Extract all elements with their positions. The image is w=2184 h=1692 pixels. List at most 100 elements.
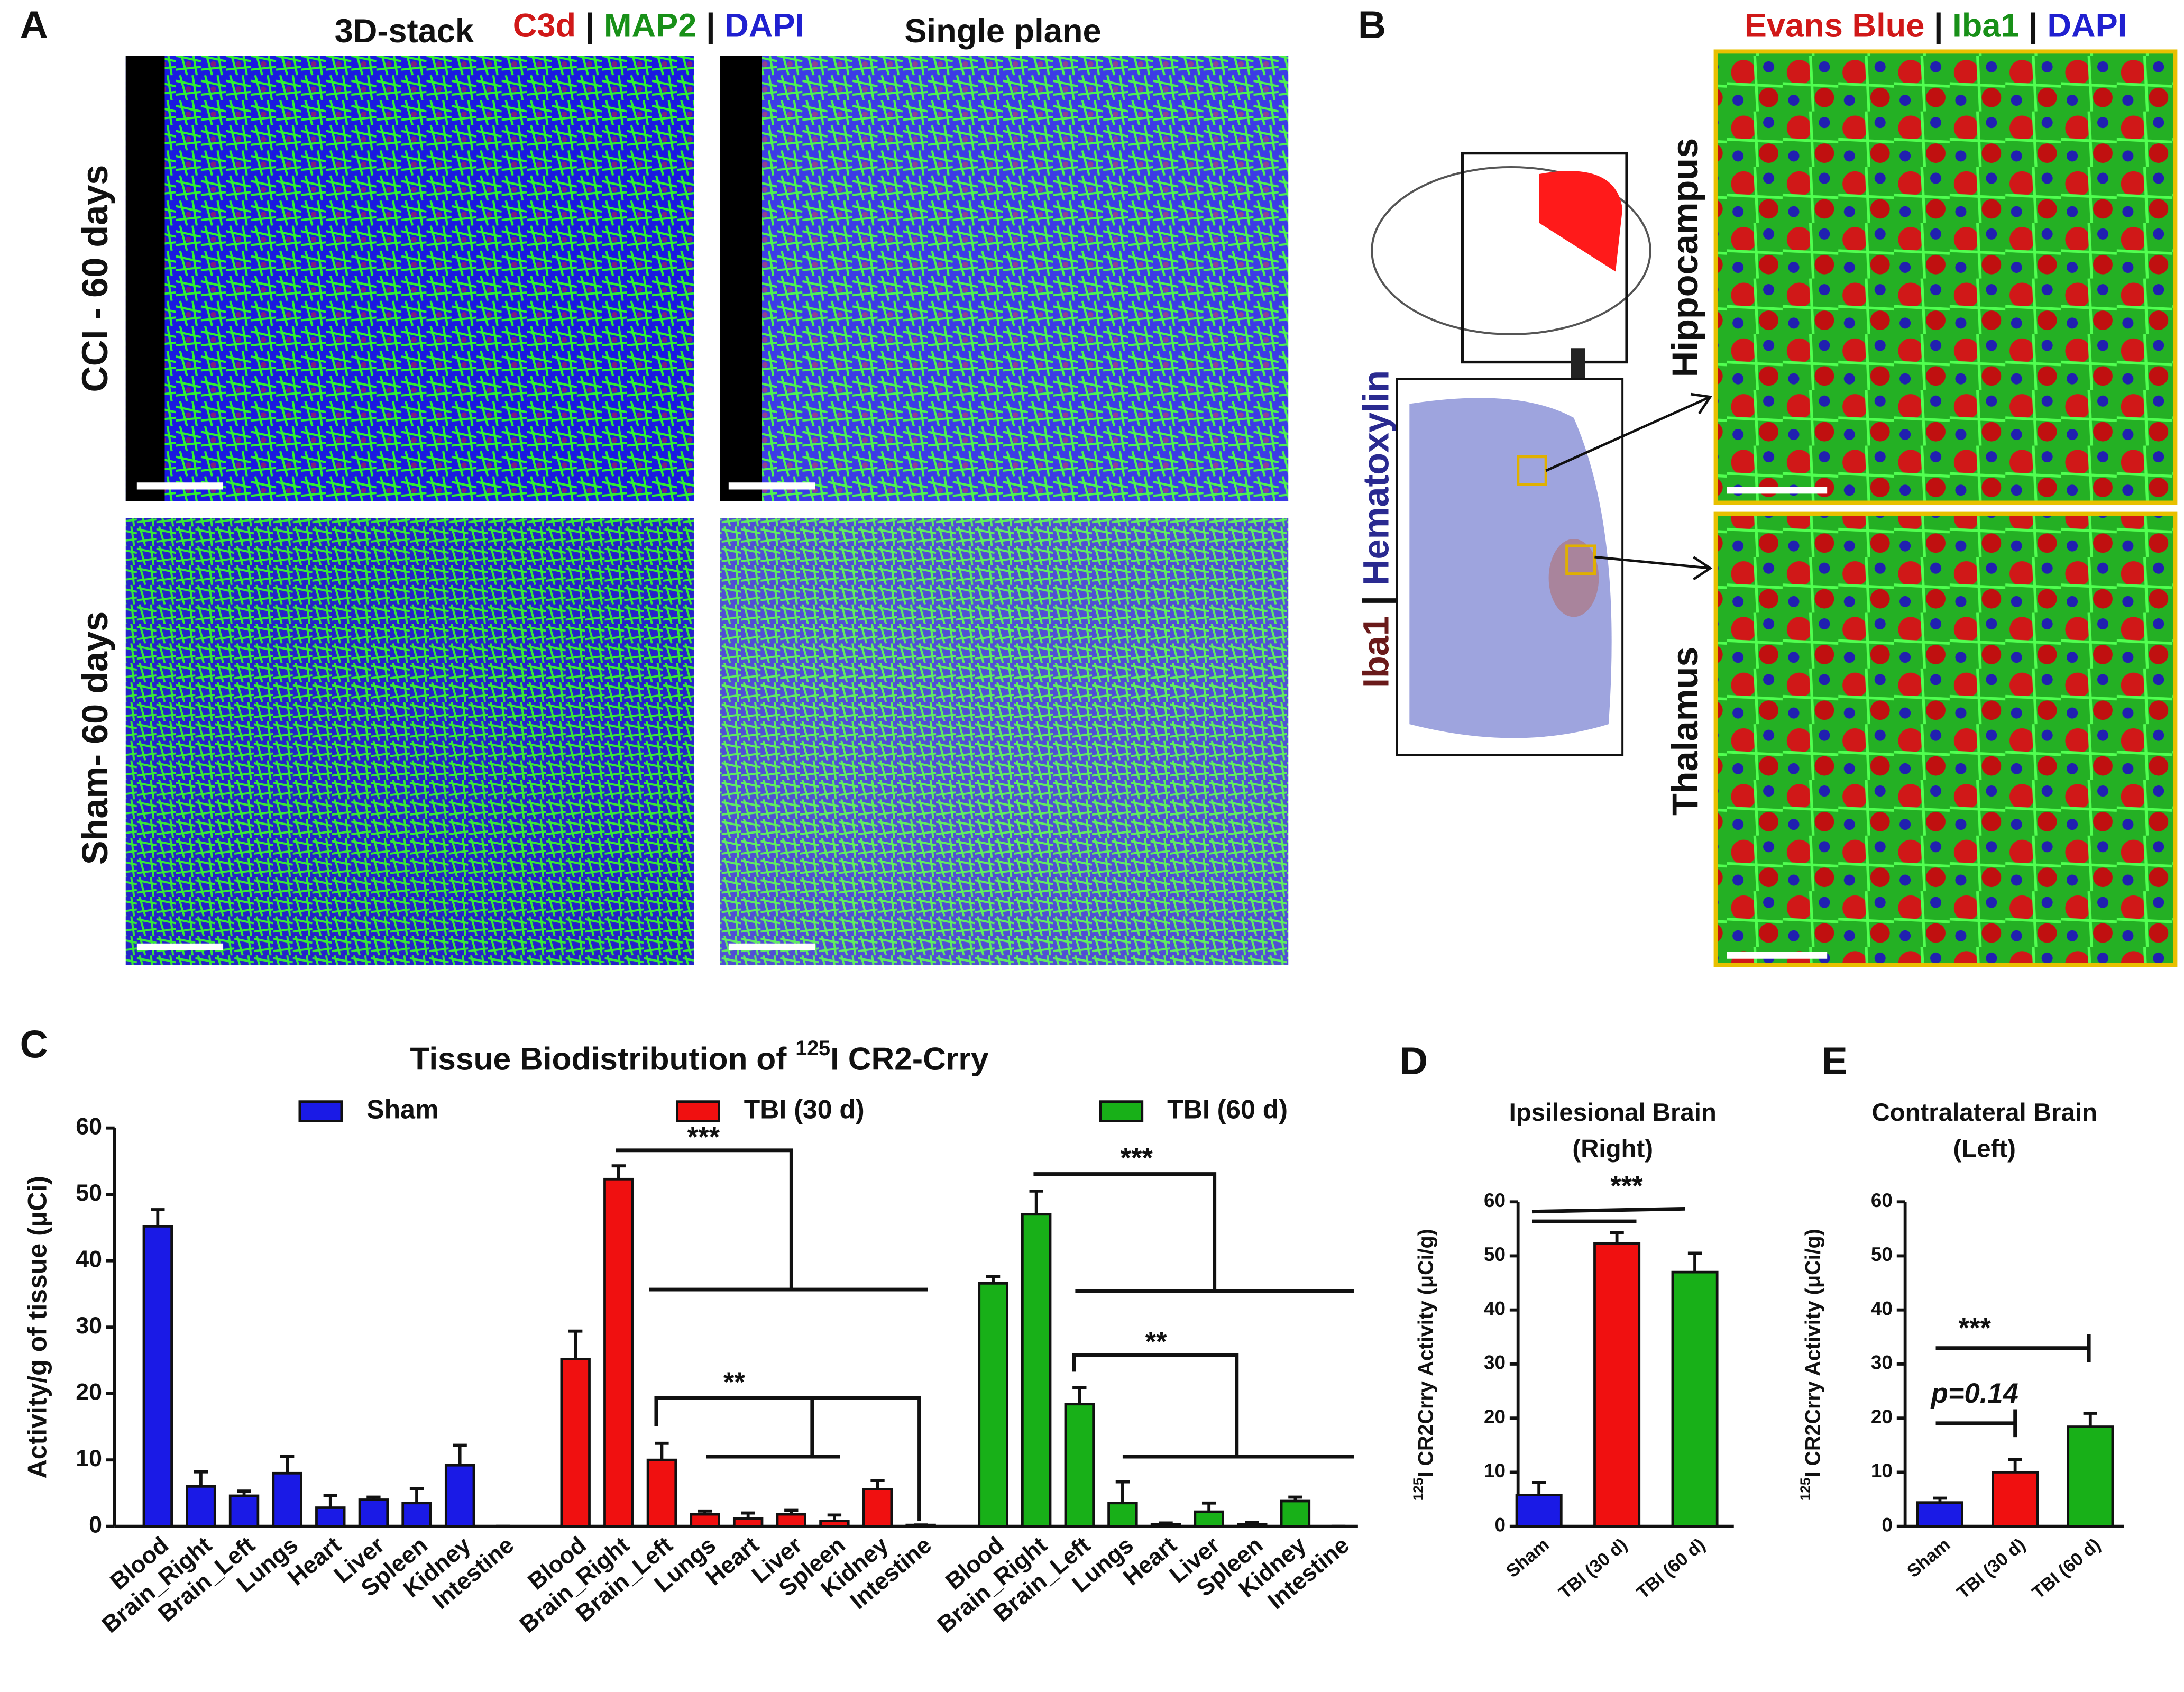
bar: [862, 1488, 893, 1528]
y-axis-label: 125I CR2Crry Activity (μCi/g): [1797, 1229, 1825, 1501]
bar: [272, 1471, 302, 1528]
label-part: I CR2Crry Activity (μCi/g): [1802, 1229, 1825, 1477]
bar: [142, 1225, 173, 1528]
error-bar: [1610, 1231, 1624, 1243]
atlas-box: [1461, 151, 1628, 364]
error-bar: [1072, 1386, 1087, 1404]
y-tick-label: 10: [76, 1445, 102, 1471]
bar: [1237, 1523, 1268, 1528]
error-bar: [698, 1509, 712, 1515]
title-part: Tissue Biodistribution of: [410, 1040, 795, 1076]
roi: [1565, 544, 1596, 575]
y-tick-label: 60: [1484, 1190, 1506, 1211]
annotation: ***: [1959, 1312, 1992, 1343]
y-tick-label: 60: [1871, 1190, 1893, 1211]
chart-title: Tissue Biodistribution of 125I CR2-Crry: [410, 1037, 988, 1077]
bar: [1916, 1501, 1963, 1528]
significance-brackets: [616, 1148, 2091, 1521]
bar: [732, 1517, 764, 1528]
y-tick-label: 50: [76, 1179, 102, 1206]
error-bar: [409, 1487, 424, 1503]
error-bar: [568, 1329, 583, 1359]
row-label: CCI - 60 days: [75, 165, 115, 392]
bar: [603, 1177, 634, 1528]
label-part: I CR2Crry Activity (μCi/g): [1415, 1229, 1438, 1477]
bar: [1515, 1494, 1563, 1528]
legend-label: TBI (30 d): [744, 1094, 865, 1124]
error-bar: [741, 1511, 755, 1519]
annotation: **: [1145, 1327, 1167, 1358]
bar: [1021, 1213, 1052, 1528]
x-tick-label: Sham: [1903, 1534, 1954, 1581]
y-tick-label: 20: [76, 1379, 102, 1405]
lesion: [125, 56, 165, 501]
title-part: 125: [795, 1037, 830, 1060]
scale-bars: [136, 482, 815, 950]
error-bar: [1202, 1501, 1216, 1512]
y-tick-label: 50: [1871, 1243, 1893, 1265]
legend-label: TBI (60 d): [1167, 1094, 1288, 1124]
y-tick-label: 20: [1484, 1406, 1506, 1428]
error-bar: [784, 1508, 799, 1515]
lesion: [720, 56, 762, 501]
micrograph: [1713, 49, 2178, 505]
error-bar: [1115, 1480, 1130, 1503]
bar: [228, 1494, 260, 1528]
bar: [1671, 1270, 1719, 1528]
annotation: ***: [687, 1122, 720, 1153]
error-bar: [1029, 1189, 1043, 1214]
column-title: Single plane: [904, 13, 1101, 50]
micrograph: [125, 56, 694, 501]
y-axis-label: Activity/g of tissue (μCi): [23, 1176, 52, 1479]
error-bar: [2083, 1412, 2097, 1427]
error-bar: [151, 1208, 165, 1227]
bar: [819, 1520, 850, 1528]
error-bar: [1687, 1251, 1702, 1273]
x-tick-label: TBI (30 d): [1953, 1534, 2030, 1603]
error-bar: [1159, 1521, 1173, 1525]
legend-label: Sham: [366, 1094, 438, 1124]
x-tick-label: Sham: [1502, 1534, 1553, 1581]
bar: [646, 1458, 677, 1528]
bar: [1107, 1502, 1138, 1528]
x-tick-label: TBI (60 d): [1633, 1534, 1709, 1603]
x-tick-label: TBI (60 d): [2029, 1534, 2105, 1603]
y-tick-label: 10: [1484, 1460, 1506, 1481]
x-tick-label: TBI (30 d): [1555, 1534, 1631, 1603]
error-bar: [1288, 1495, 1302, 1502]
scale-bars: [1727, 487, 1828, 959]
bar: [1194, 1510, 1224, 1528]
micrograph: [1713, 511, 2178, 967]
error-bar: [453, 1443, 467, 1466]
legend-swatch: [676, 1100, 720, 1122]
injury-stain: [1548, 538, 1599, 617]
brain-section: [1409, 398, 1612, 738]
y-tick-label: 20: [1871, 1406, 1893, 1428]
panel-label: A: [20, 3, 48, 47]
annotation: ***: [1610, 1170, 1643, 1202]
panel-label: C: [20, 1022, 48, 1066]
label-part: 125: [1797, 1477, 1813, 1501]
panel-label: E: [1822, 1039, 1848, 1083]
panel-label: B: [1358, 3, 1386, 47]
annotation: ***: [1121, 1142, 1153, 1174]
y-tick-label: 0: [1882, 1514, 1892, 1535]
bar: [776, 1513, 806, 1528]
annotation: p=0.14: [1930, 1378, 2018, 1409]
y-tick-label: 40: [1871, 1297, 1893, 1319]
legend-swatch: [298, 1100, 343, 1122]
region-label: Hippocampus: [1665, 138, 1705, 378]
error-bar: [655, 1441, 669, 1460]
chart-title: Ipsilesional Brain: [1509, 1099, 1717, 1127]
error-bar: [1245, 1521, 1259, 1524]
error-bar: [986, 1275, 1001, 1284]
row-label: Sham- 60 days: [75, 611, 115, 865]
annotation: **: [723, 1367, 745, 1398]
bar: [1064, 1403, 1095, 1528]
micrograph: [125, 518, 694, 965]
bar: [978, 1282, 1008, 1528]
legend-swatch: [1099, 1100, 1144, 1122]
column-title: 3D-stack: [335, 13, 474, 50]
bar: [401, 1502, 432, 1528]
